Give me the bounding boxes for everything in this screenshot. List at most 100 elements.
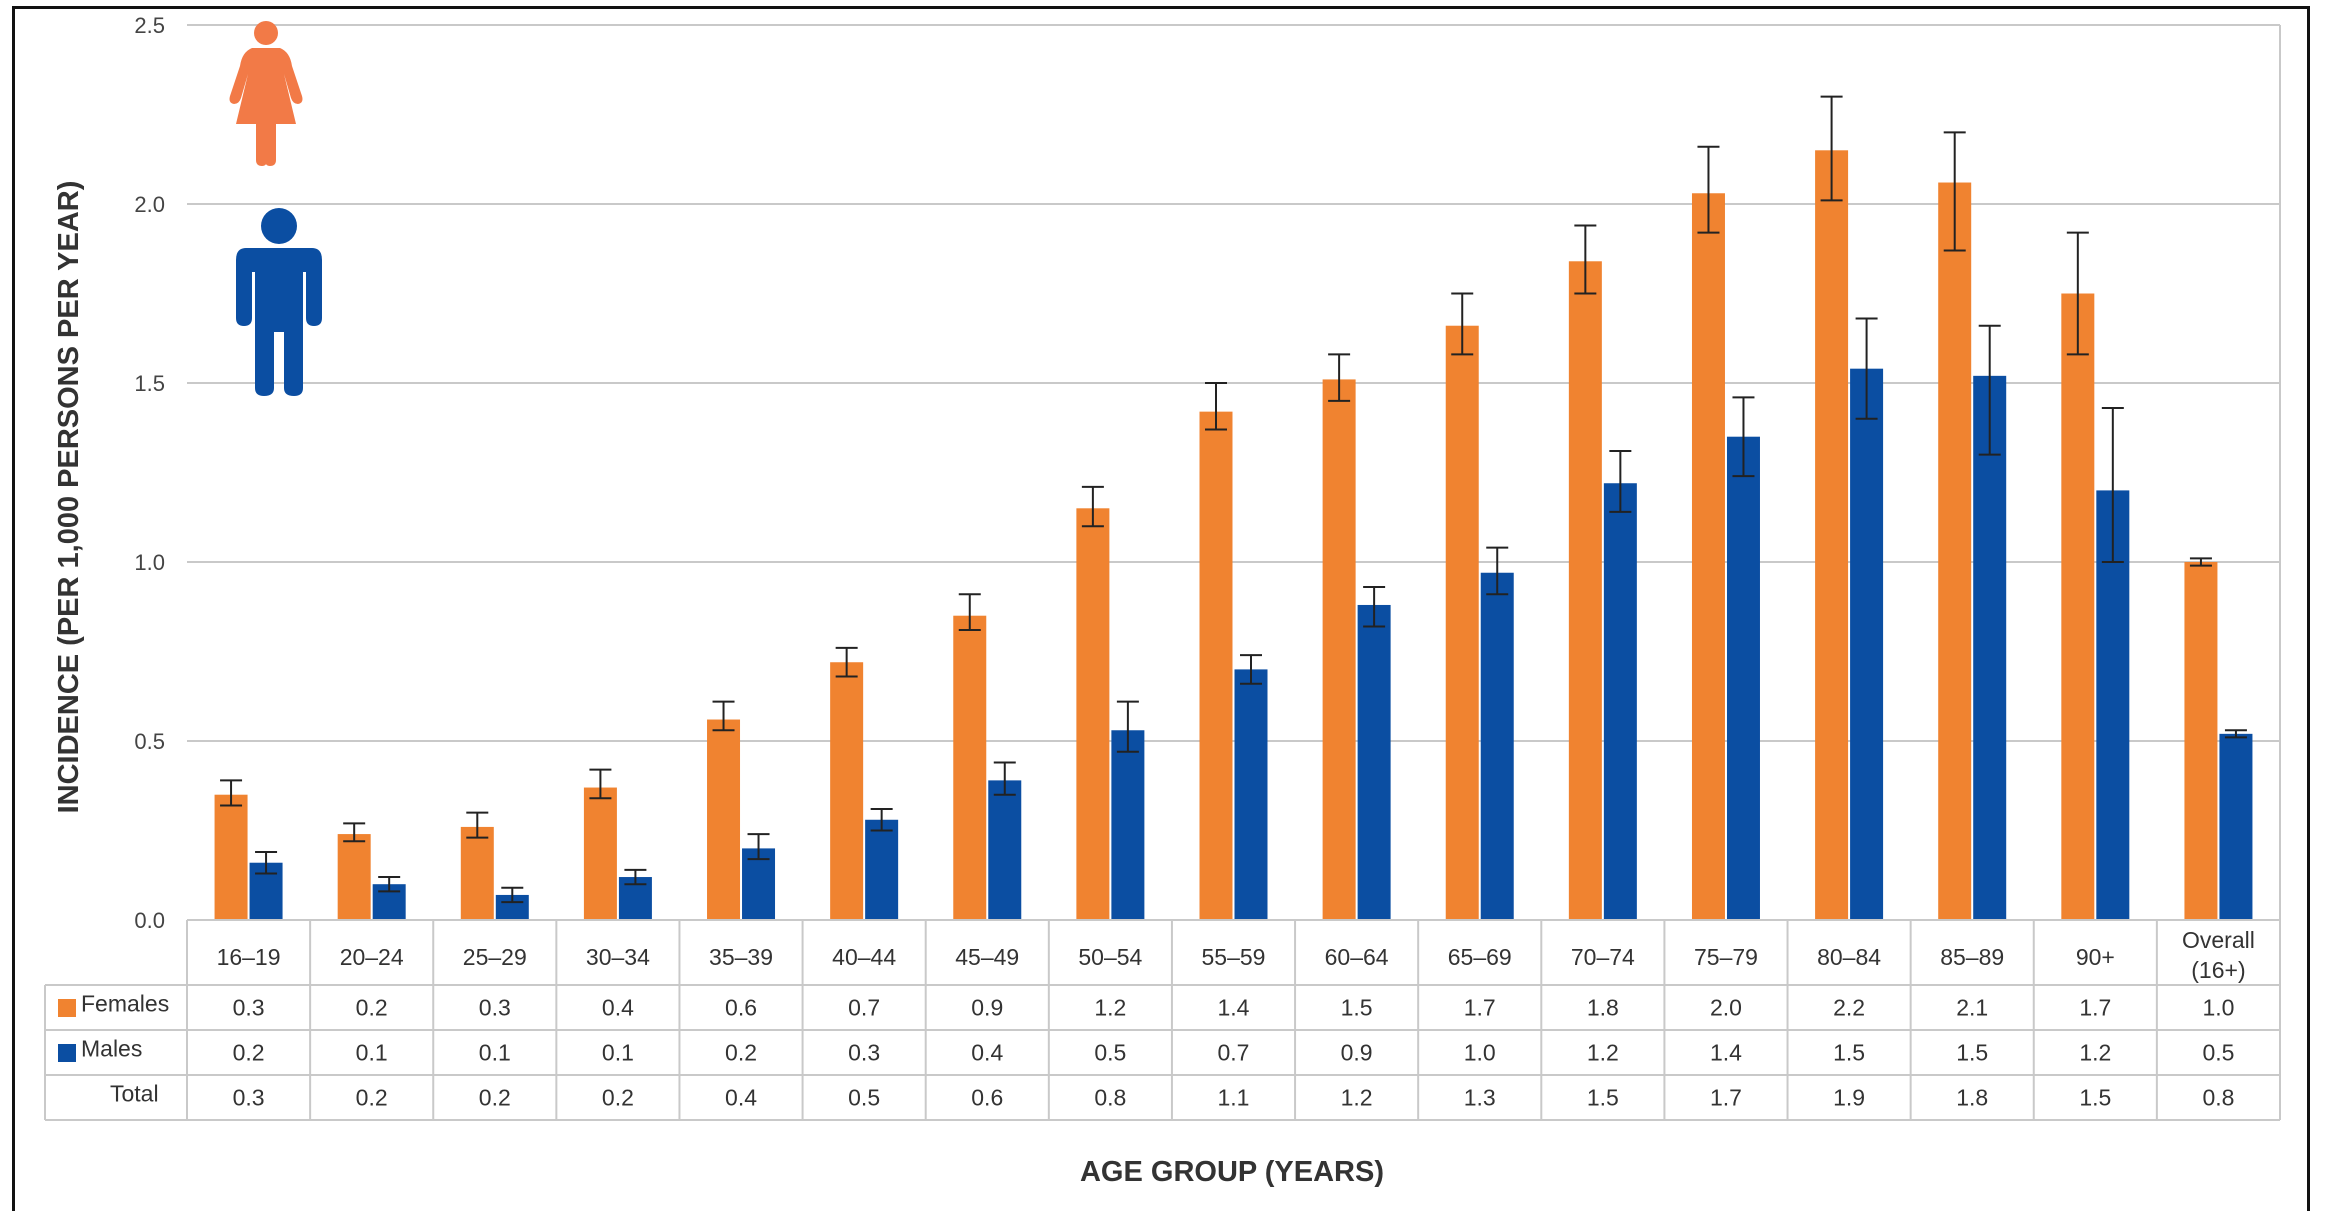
table-cell: 0.7 <box>848 995 880 1021</box>
table-cell: 1.0 <box>2202 995 2234 1021</box>
bar-males <box>742 848 776 920</box>
x-category-label: 65–69 <box>1448 944 1512 970</box>
table-cell: 1.7 <box>1710 1085 1742 1111</box>
bar-females <box>707 719 741 920</box>
table-cell: 0.8 <box>1094 1085 1126 1111</box>
table-cell: 2.1 <box>1956 995 1988 1021</box>
table-cell: 0.3 <box>479 995 511 1021</box>
y-tick-label: 1.5 <box>134 371 165 396</box>
table-cell: 0.5 <box>2202 1040 2234 1066</box>
table-cell: 1.5 <box>1587 1085 1619 1111</box>
bar-females <box>1568 261 1602 920</box>
table-cell: 0.2 <box>602 1085 634 1111</box>
table-cell: 0.9 <box>971 995 1003 1021</box>
bar-males <box>1111 730 1145 920</box>
bar-females <box>1199 411 1233 920</box>
table-cell: 0.2 <box>233 1040 265 1066</box>
table-cell: 0.3 <box>848 1040 880 1066</box>
table-cell: 1.9 <box>1833 1085 1865 1111</box>
table-cell: 0.7 <box>1218 1040 1250 1066</box>
table-cell: 0.5 <box>1094 1040 1126 1066</box>
x-category-label: 60–64 <box>1325 944 1389 970</box>
male-figure-icon <box>236 208 322 396</box>
bar-males <box>1603 483 1637 920</box>
table-row-label: Males <box>81 1036 142 1062</box>
x-category-label: 75–79 <box>1694 944 1758 970</box>
table-cell: 1.1 <box>1218 1085 1250 1111</box>
x-category-label: 80–84 <box>1817 944 1881 970</box>
data-table: 16–19 20–24 25–29 30–34 35–39 40–44 45–49 50–54… <box>44 919 2281 1121</box>
bar-females <box>460 826 494 920</box>
table-cell: 0.6 <box>971 1085 1003 1111</box>
table-cell: 0.2 <box>356 1085 388 1111</box>
bar-females <box>337 834 371 920</box>
x-category-label: 50–54 <box>1078 944 1142 970</box>
table-cell: 0.5 <box>848 1085 880 1111</box>
table-cell: 0.2 <box>725 1040 757 1066</box>
table-cell: 1.4 <box>1710 1040 1742 1066</box>
x-category-label: 90+ <box>2076 944 2115 970</box>
table-cell: 1.3 <box>1464 1085 1496 1111</box>
table-row-label: Females <box>81 991 169 1017</box>
bar-females <box>953 615 987 920</box>
table-cell: 0.1 <box>602 1040 634 1066</box>
table-cell: 1.5 <box>2079 1085 2111 1111</box>
y-tick-labels: 0.0 0.5 1.0 1.5 2.0 2.5 <box>134 13 165 933</box>
bar-males <box>1973 375 2007 921</box>
x-category-label: 30–34 <box>586 944 650 970</box>
x-category-label: 85–89 <box>1940 944 2004 970</box>
bar-males <box>1357 604 1391 920</box>
table-cell: 0.3 <box>233 1085 265 1111</box>
table-cell: 1.5 <box>1341 995 1373 1021</box>
x-category-label: 70–74 <box>1571 944 1635 970</box>
table-cell: 1.2 <box>1587 1040 1619 1066</box>
x-category-label: 55–59 <box>1202 944 1266 970</box>
bar-females <box>830 662 864 920</box>
x-category-label: 16–19 <box>217 944 281 970</box>
error-bars <box>220 95 2247 904</box>
bar-males <box>988 780 1022 920</box>
y-tick-label: 0.0 <box>134 908 165 933</box>
table-cell: 0.8 <box>2202 1085 2234 1111</box>
x-axis-title: AGE GROUP (YEARS) <box>1080 1156 1384 1188</box>
y-tick-label: 0.5 <box>134 729 165 754</box>
table-cell: 1.8 <box>1587 995 1619 1021</box>
bar-males <box>1850 368 1884 920</box>
x-category-label: 25–29 <box>463 944 527 970</box>
x-category-label: 40–44 <box>832 944 896 970</box>
bar-males <box>1234 669 1268 920</box>
bar-males <box>1726 436 1760 920</box>
x-category-label: 45–49 <box>955 944 1019 970</box>
bars <box>214 150 2253 921</box>
table-cell: 1.0 <box>1464 1040 1496 1066</box>
x-category-label: 20–24 <box>340 944 404 970</box>
y-axis-title: INCIDENCE (PER 1,000 PERSONS PER YEAR) <box>53 181 85 814</box>
table-cell: 0.3 <box>233 995 265 1021</box>
table-cell: 1.8 <box>1956 1085 1988 1111</box>
table-cell: 1.7 <box>1464 995 1496 1021</box>
bar-females <box>214 794 248 920</box>
table-cell: 0.2 <box>479 1085 511 1111</box>
legend-swatch-females <box>58 999 76 1017</box>
bar-females <box>1076 508 1110 920</box>
bar-males <box>865 819 899 920</box>
chart-frame <box>12 6 2310 1211</box>
bar-males <box>2219 733 2253 920</box>
table-cell: 1.2 <box>1341 1085 1373 1111</box>
y-tick-label: 2.5 <box>134 13 165 38</box>
table-cell: 0.2 <box>356 995 388 1021</box>
table-cell: 1.5 <box>1833 1040 1865 1066</box>
table-cell: 1.4 <box>1218 995 1250 1021</box>
table-cell: 2.2 <box>1833 995 1865 1021</box>
bar-females <box>1938 182 1972 920</box>
bar-females <box>1815 150 1849 921</box>
bar-females <box>1691 193 1725 920</box>
female-figure-icon <box>229 21 303 166</box>
table-cell: 0.6 <box>725 995 757 1021</box>
x-category-label: Overall <box>2182 927 2255 953</box>
table-cell: 0.1 <box>479 1040 511 1066</box>
table-cell: 0.1 <box>356 1040 388 1066</box>
table-cell: 2.0 <box>1710 995 1742 1021</box>
table-cell: 0.4 <box>602 995 634 1021</box>
